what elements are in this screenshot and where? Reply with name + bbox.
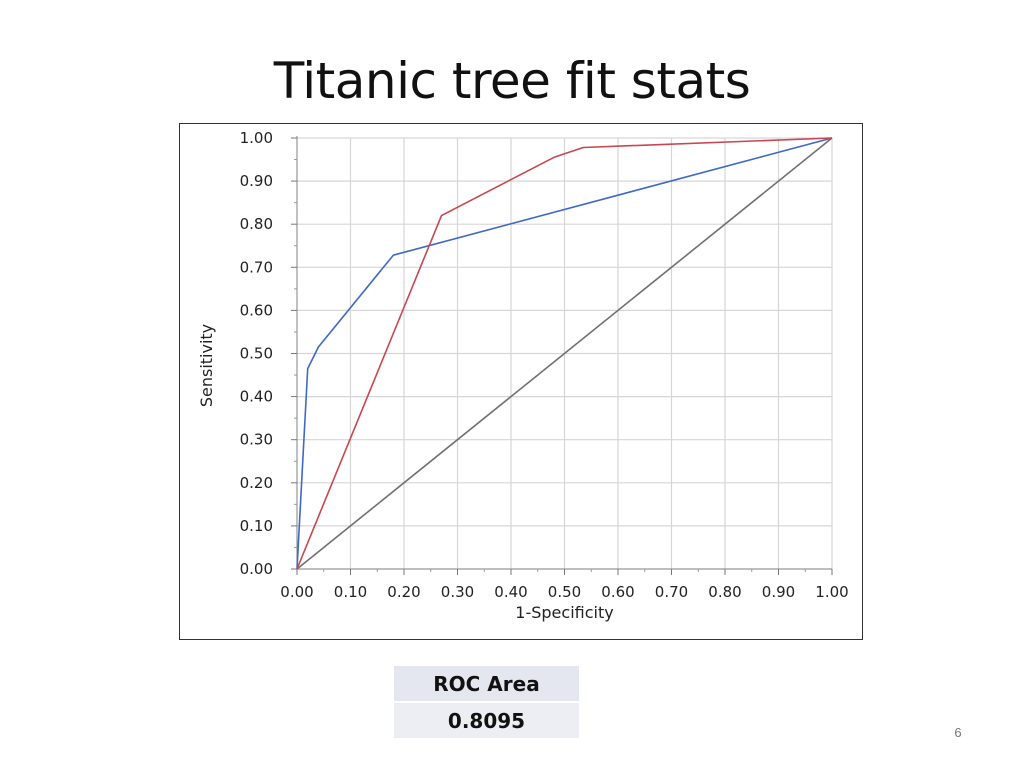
x-tick-label: 0.20 bbox=[387, 583, 420, 601]
x-tick-label: 0.50 bbox=[548, 583, 581, 601]
roc-table-header-row: ROC Area bbox=[394, 666, 579, 703]
y-tick-label: 0.70 bbox=[240, 258, 273, 276]
roc-table-value-row: 0.8095 bbox=[394, 702, 579, 738]
roc-area-header: ROC Area bbox=[394, 666, 579, 703]
roc-area-table: ROC Area 0.8095 bbox=[394, 666, 579, 738]
chart-axes bbox=[291, 136, 833, 575]
y-axis-title: Sensitivity bbox=[197, 324, 216, 407]
y-tick-label: 0.30 bbox=[240, 431, 273, 449]
y-tick-label: 0.40 bbox=[240, 388, 273, 406]
x-tick-label: 1.00 bbox=[815, 583, 848, 601]
x-tick-label: 0.80 bbox=[708, 583, 741, 601]
roc-area-value: 0.8095 bbox=[394, 702, 579, 738]
y-tick-label: 0.60 bbox=[240, 301, 273, 319]
x-tick-label: 0.60 bbox=[601, 583, 634, 601]
roc-chart-svg: 0.00 0.10 0.20 0.30 0.40 0.50 0.60 0.70 0.80 0.90… bbox=[197, 129, 849, 622]
x-tick-label: 0.90 bbox=[762, 583, 795, 601]
chart-tick-labels: 0.00 0.10 0.20 0.30 0.40 0.50 0.60 0.70 0.80 0.90… bbox=[240, 129, 849, 601]
slide-title: Titanic tree fit stats bbox=[273, 52, 751, 110]
y-tick-label: 1.00 bbox=[240, 129, 273, 147]
y-tick-label: 0.50 bbox=[240, 345, 273, 363]
roc-chart: 0.00 0.10 0.20 0.30 0.40 0.50 0.60 0.70 0.80 0.90… bbox=[179, 123, 863, 640]
x-tick-label: 0.70 bbox=[655, 583, 688, 601]
x-tick-label: 0.30 bbox=[441, 583, 474, 601]
y-tick-label: 0.90 bbox=[240, 172, 273, 190]
roc-series-line bbox=[296, 137, 833, 570]
y-tick-label: 0.20 bbox=[240, 474, 273, 492]
roc-series-line bbox=[296, 137, 833, 570]
x-axis-title: 1-Specificity bbox=[515, 603, 613, 622]
y-tick-label: 0.10 bbox=[240, 517, 273, 535]
x-tick-label: 0.10 bbox=[334, 583, 367, 601]
roc-series-line bbox=[296, 137, 833, 570]
x-tick-label: 0.00 bbox=[280, 583, 313, 601]
chart-series bbox=[296, 137, 833, 570]
page-number: 6 bbox=[954, 725, 962, 740]
y-tick-label: 0.00 bbox=[240, 560, 273, 578]
y-tick-label: 0.80 bbox=[240, 215, 273, 233]
x-tick-label: 0.40 bbox=[494, 583, 527, 601]
